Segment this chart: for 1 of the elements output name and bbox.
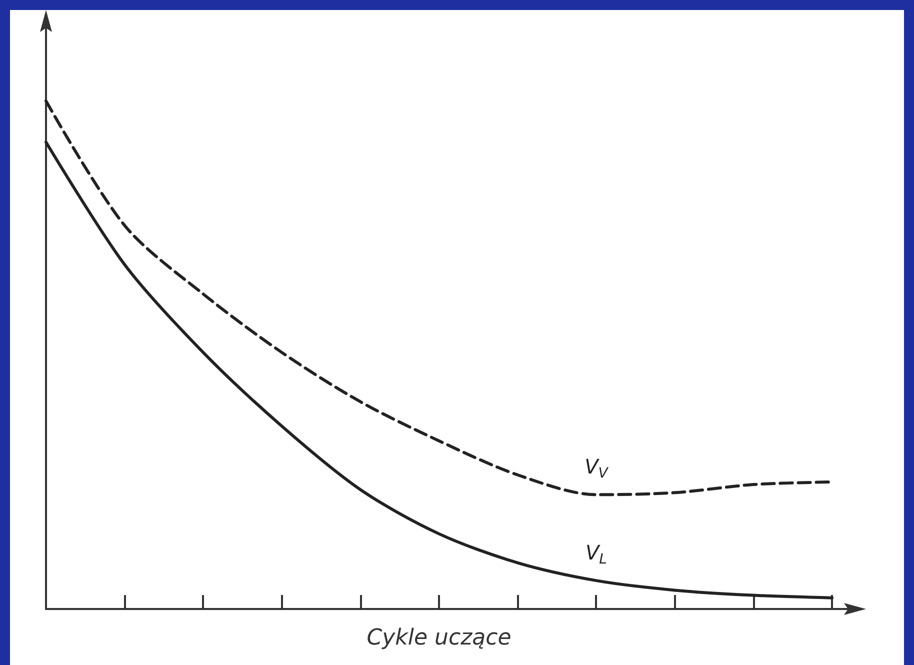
x-axis-title: Cykle uczące [366, 626, 512, 650]
